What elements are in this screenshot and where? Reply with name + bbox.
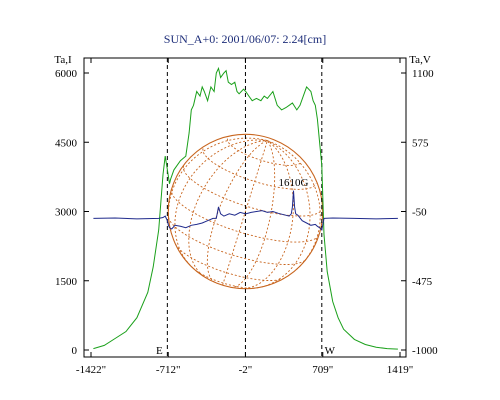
y-left-tick-label: 1500 [55,276,78,288]
chart-title: SUN_A+0: 2001/06/07: 2.24[cm] [164,32,326,46]
y-left-tick-label: 6000 [55,68,78,80]
y-right-tick-label: 1100 [412,68,434,80]
limb-label-w: W [325,345,336,357]
x-tick-label: -712" [156,364,181,376]
y-right-tick-label: -475 [412,276,433,288]
limb-label-e: E [156,345,163,357]
longitude-grid-line [240,140,294,290]
right-axis-title: Ta,V [409,54,431,66]
latitude-grid-line [192,267,257,289]
series-line-blue [93,190,398,232]
x-tick-label: -1422" [76,364,106,376]
y-left-tick-label: 0 [72,345,78,357]
axis-ticks: -1422" -712" -2" 709" 1419" 0 1500 3000 4500 6000… [55,58,438,376]
latitude-grid-line [226,138,302,166]
longitude-grid-line [188,140,268,279]
longitude-grid-line [256,140,311,289]
x-tick-label: 709" [312,364,333,376]
series-line-green [93,66,398,350]
y-right-tick-label: -1000 [412,345,438,357]
longitude-grid-line [168,137,268,231]
longitude-grid-line [174,139,268,269]
left-axis-title: Ta,I [54,54,72,66]
longitude-grid-line [267,140,321,270]
annotations: 1610G [279,177,309,189]
x-tick-label: 1419" [387,364,414,376]
solar-disk-grid [167,133,324,290]
longitude-grid-line [222,140,268,286]
series-lines [93,66,398,350]
source-annotation: 1610G [279,177,309,189]
y-right-tick-label: 575 [412,137,429,149]
x-tick-label: -2" [239,364,253,376]
latitude-grid-line [175,243,285,281]
y-left-tick-label: 4500 [55,137,78,149]
y-left-tick-label: 3000 [55,207,78,219]
y-right-tick-label: -50 [412,207,427,219]
longitude-grid-line [230,140,276,288]
longitude-grid-line [206,140,268,283]
